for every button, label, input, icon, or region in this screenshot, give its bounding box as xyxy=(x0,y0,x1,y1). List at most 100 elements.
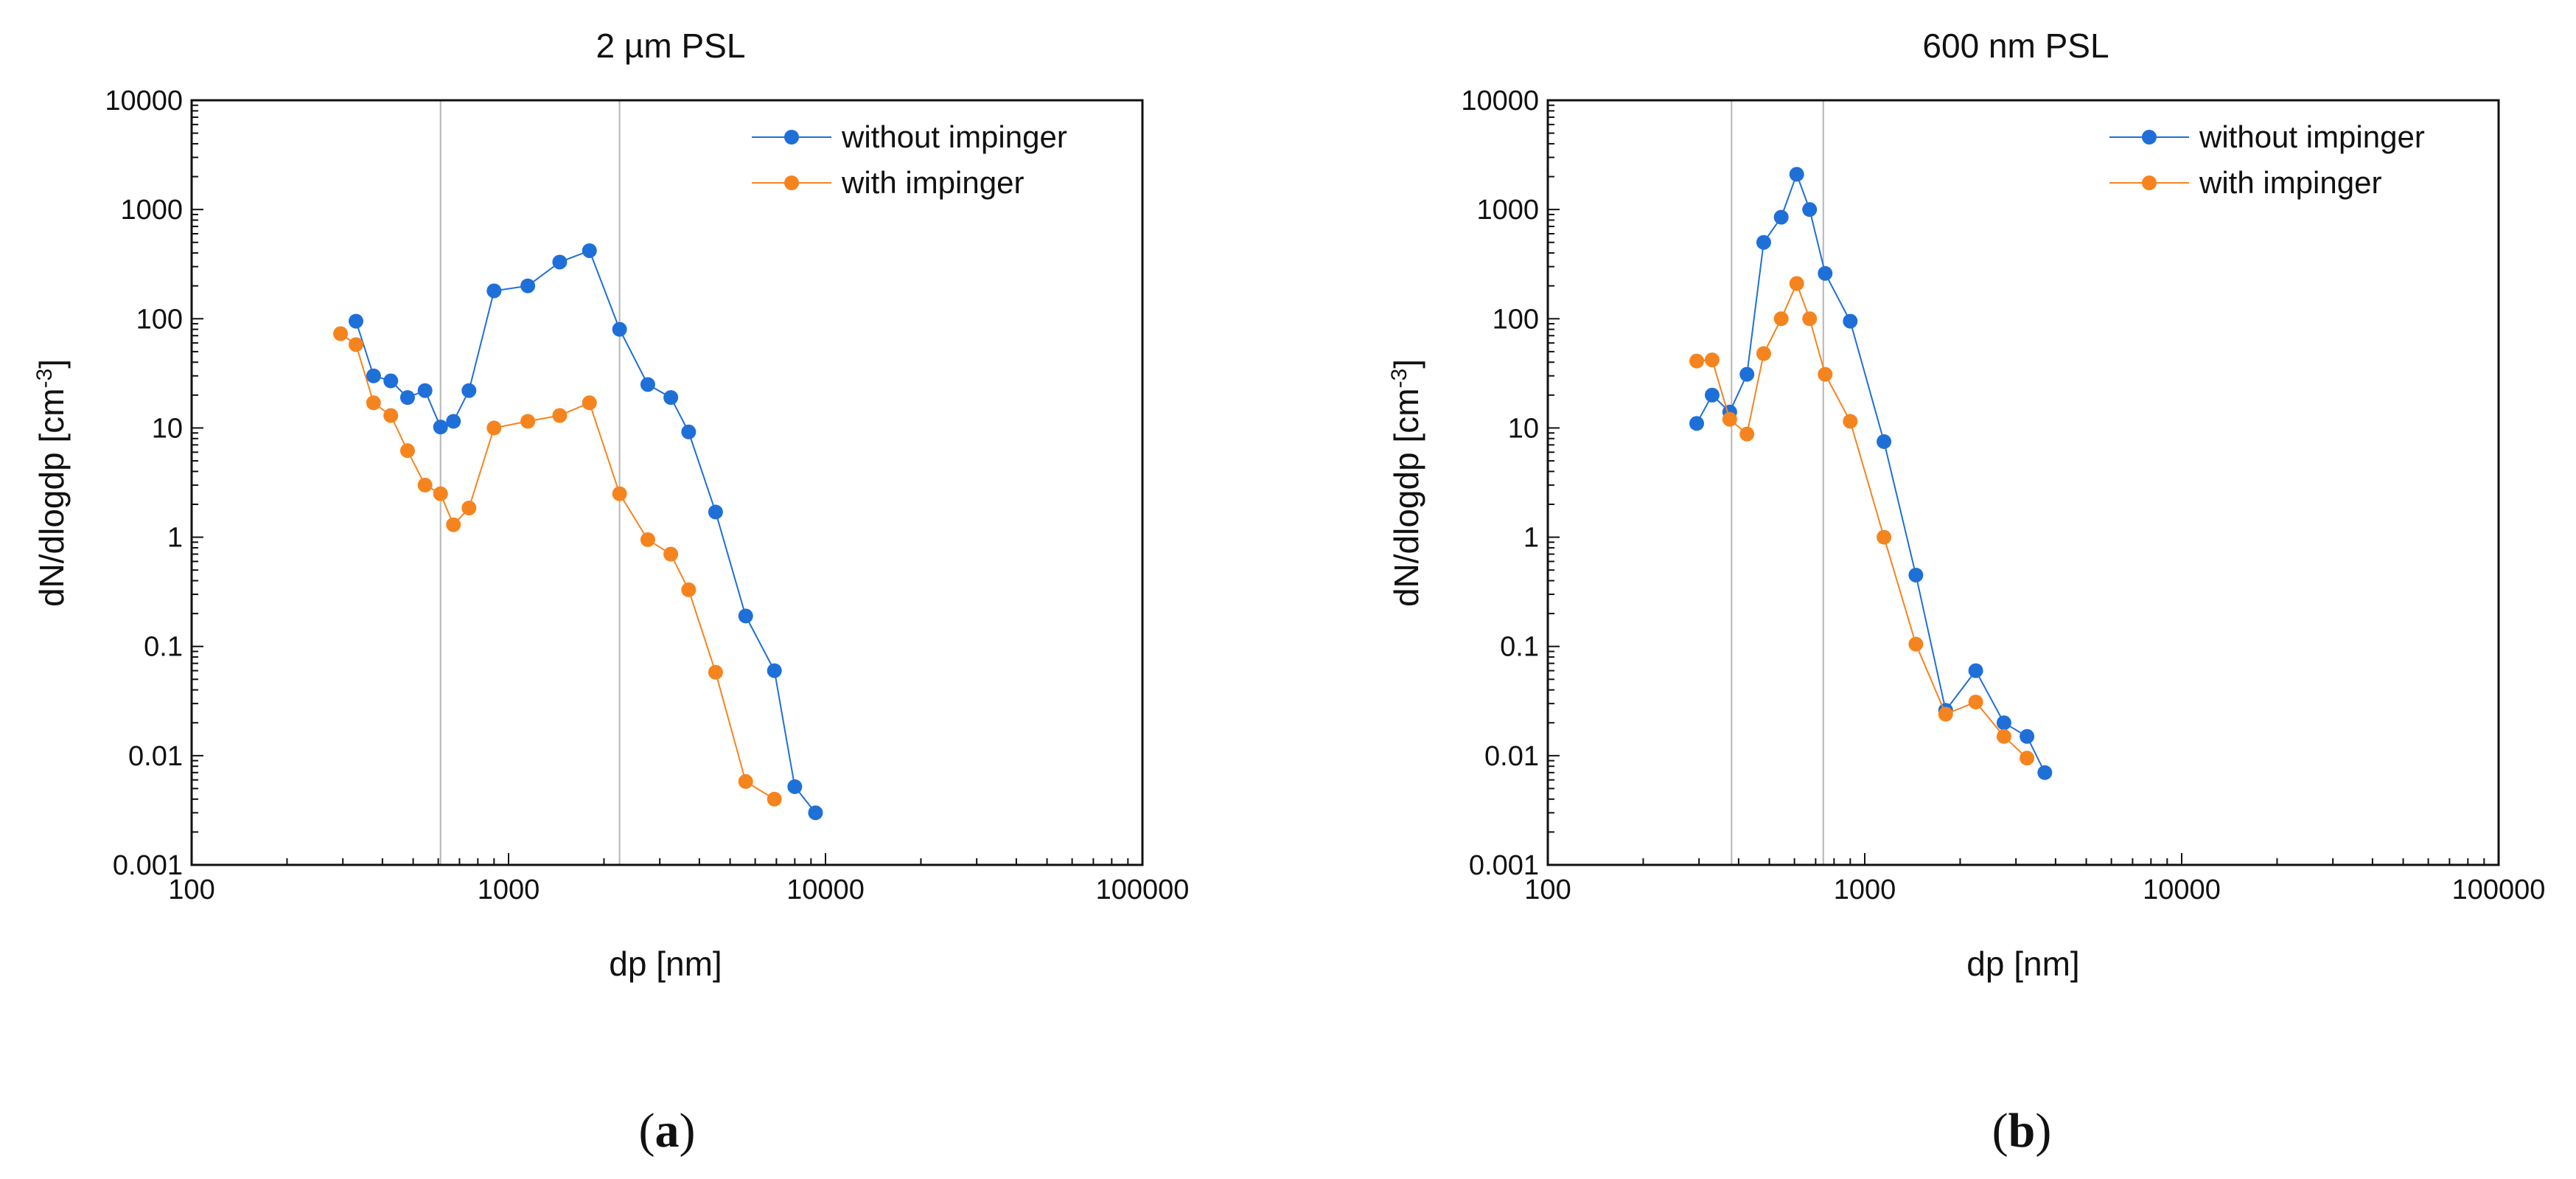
x-tick-label-b-1: 1000 xyxy=(1834,874,1896,905)
data-point-b-0-15 xyxy=(2020,728,2035,744)
y-tick-label-a-4: 10 xyxy=(152,413,183,444)
reference-lines-a xyxy=(439,100,621,865)
x-tick-label-a-1: 1000 xyxy=(478,874,540,905)
data-point-a-1-14 xyxy=(640,532,655,547)
data-point-a-1-19 xyxy=(767,791,782,807)
data-point-b-0-13 xyxy=(1968,663,1983,678)
data-point-b-1-0 xyxy=(1689,353,1705,369)
data-point-a-0-2 xyxy=(383,373,399,389)
data-point-a-0-20 xyxy=(808,805,823,821)
data-point-b-1-3 xyxy=(1739,426,1755,442)
data-point-a-1-3 xyxy=(383,408,399,423)
data-point-b-0-1 xyxy=(1704,387,1720,403)
data-point-a-1-9 xyxy=(486,420,502,436)
panel-label-b: (b) xyxy=(1992,1104,2052,1158)
data-point-b-1-15 xyxy=(2020,751,2035,766)
data-point-a-0-15 xyxy=(681,424,697,439)
data-point-a-0-0 xyxy=(348,313,363,329)
data-point-a-0-7 xyxy=(461,383,477,398)
data-point-b-1-9 xyxy=(1843,414,1858,429)
data-point-a-0-16 xyxy=(708,504,723,520)
data-point-a-1-4 xyxy=(399,443,415,459)
data-point-a-0-4 xyxy=(417,383,433,398)
data-point-a-0-13 xyxy=(640,377,655,392)
data-point-a-1-18 xyxy=(738,773,753,789)
x-tick-label-a-2: 10000 xyxy=(786,874,865,905)
legend-b: without impinger with impinger xyxy=(2109,119,2425,200)
data-point-b-1-4 xyxy=(1756,346,1771,361)
data-point-a-1-17 xyxy=(708,664,723,680)
y-tick-label-a-0: 0.001 xyxy=(113,850,183,881)
legend-a: without impinger with impinger xyxy=(752,119,1067,200)
y-tick-label-b-2: 0.1 xyxy=(1500,632,1539,663)
data-point-b-1-11 xyxy=(1908,636,1924,652)
y-tick-label-b-1: 0.01 xyxy=(1484,741,1539,772)
y-tick-label-a-1: 0.01 xyxy=(128,741,183,772)
legend-label-with-b: with impinger xyxy=(2199,165,2381,200)
data-point-b-0-14 xyxy=(1996,715,2011,731)
y-tick-label-b-3: 1 xyxy=(1523,523,1539,554)
data-point-b-0-5 xyxy=(1773,209,1789,225)
y-tick-label-a-3: 1 xyxy=(167,523,183,554)
data-point-a-0-8 xyxy=(486,283,502,299)
data-point-a-0-9 xyxy=(520,278,536,293)
series-line-b-0 xyxy=(1696,172,2046,773)
series-line-b-1 xyxy=(1696,281,2028,759)
series-group-b xyxy=(1689,167,2053,780)
y-tick-label-a-6: 1000 xyxy=(120,195,183,226)
data-point-a-1-7 xyxy=(446,517,461,532)
data-point-a-1-13 xyxy=(612,486,627,501)
legend-marker-without-b xyxy=(2142,130,2157,145)
data-point-a-1-8 xyxy=(461,500,477,515)
x-tick-label-b-0: 100 xyxy=(1524,874,1571,905)
data-point-a-1-16 xyxy=(681,582,697,597)
panel-label-a: (a) xyxy=(639,1104,696,1158)
legend-label-without-b: without impinger xyxy=(2199,119,2425,154)
data-point-b-0-4 xyxy=(1756,234,1771,250)
x-tick-label-a-0: 100 xyxy=(168,874,214,905)
axis-ticks-a: 100 1000 10000 100000 0.001 0.01 0.1 1 10 100 1000… xyxy=(105,86,1189,905)
axis-ticks-b: 100 1000 10000 100000 0.001 0.01 0.1 1 10 100 1000… xyxy=(1461,86,2545,905)
data-point-a-0-12 xyxy=(612,321,627,337)
x-tick-label-b-2: 10000 xyxy=(2143,874,2221,905)
data-point-a-0-11 xyxy=(582,243,597,258)
data-point-a-0-17 xyxy=(738,608,753,624)
chart-title-a: 2 µm PSL xyxy=(596,27,746,65)
data-point-b-0-7 xyxy=(1802,202,1818,218)
data-point-b-1-1 xyxy=(1704,352,1720,368)
data-point-b-0-8 xyxy=(1818,265,1833,281)
data-point-a-1-0 xyxy=(333,326,349,341)
y-axis-label-b: dN/dlogdp [cm-3] xyxy=(1387,359,1425,607)
data-point-a-1-5 xyxy=(417,477,433,493)
y-tick-label-b-6: 1000 xyxy=(1476,195,1539,226)
data-point-a-0-19 xyxy=(787,779,803,794)
y-tick-label-a-7: 10000 xyxy=(105,86,183,116)
data-point-b-1-6 xyxy=(1789,276,1804,291)
y-axis-label-a: dN/dlogdp [cm-3] xyxy=(32,359,71,607)
series-group-a xyxy=(333,243,823,821)
y-tick-label-b-0: 0.001 xyxy=(1469,850,1539,881)
data-point-b-1-14 xyxy=(1996,728,2011,744)
legend-marker-without-a xyxy=(784,130,799,145)
x-tick-label-b-3: 100000 xyxy=(2452,874,2546,905)
plot-frame-b xyxy=(1546,99,2500,866)
data-point-b-0-3 xyxy=(1739,366,1755,382)
y-tick-label-b-7: 10000 xyxy=(1461,86,1539,116)
legend-marker-with-a xyxy=(784,175,799,190)
data-point-b-0-16 xyxy=(2037,765,2053,780)
y-tick-label-a-5: 100 xyxy=(136,304,183,335)
data-point-a-1-10 xyxy=(520,414,536,429)
data-point-b-1-10 xyxy=(1877,529,1892,545)
data-point-a-1-15 xyxy=(663,546,679,562)
data-point-b-1-5 xyxy=(1773,311,1789,327)
data-point-a-0-18 xyxy=(767,663,782,678)
data-point-a-1-6 xyxy=(433,486,448,501)
data-point-b-0-6 xyxy=(1789,167,1804,182)
data-point-a-1-11 xyxy=(552,408,568,423)
chart-panel-b: 600 nm PSL 100 1000 10000 100000 0.001 0.01 0.… xyxy=(1387,27,2545,1158)
data-point-b-0-0 xyxy=(1689,416,1705,431)
y-tick-label-b-4: 10 xyxy=(1508,413,1539,444)
data-point-b-0-11 xyxy=(1908,567,1924,582)
x-axis-label-b: dp [nm] xyxy=(1966,945,2079,983)
data-point-a-0-5 xyxy=(433,420,448,435)
